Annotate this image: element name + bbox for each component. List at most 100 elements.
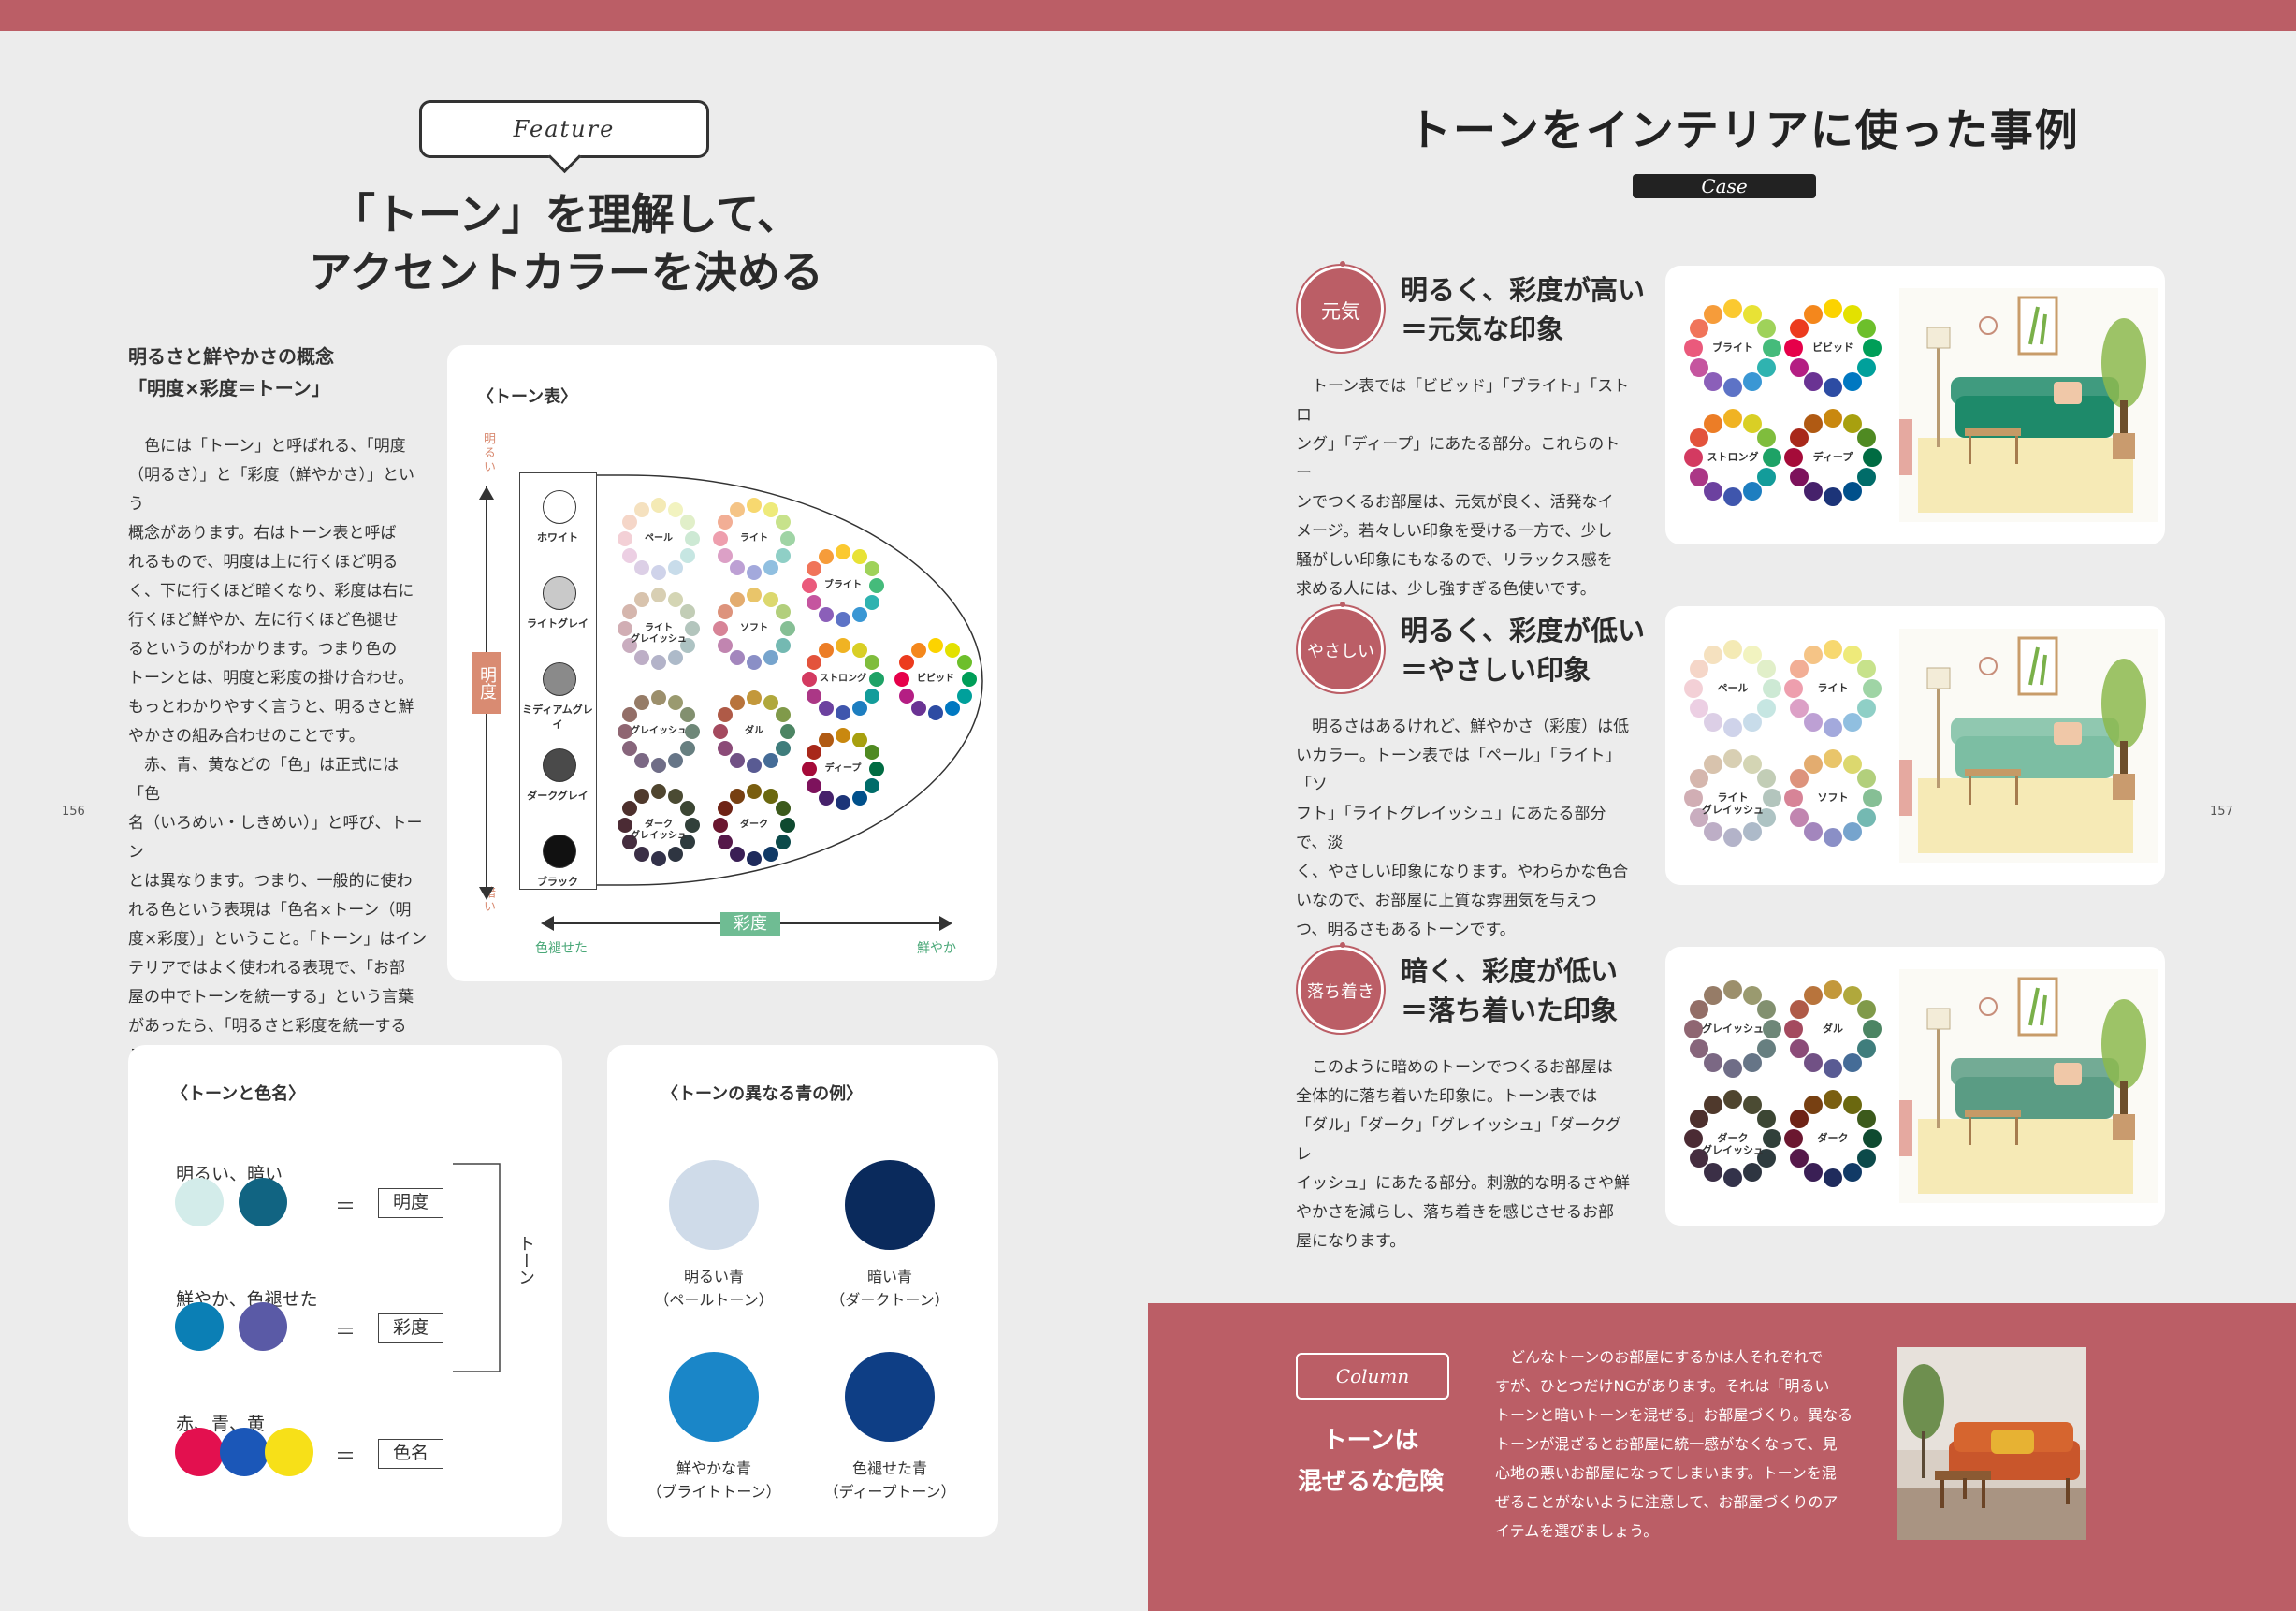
color-dot [1857, 1039, 1877, 1058]
color-dot [780, 724, 795, 739]
text-line: ぜることがないように注意して、お部屋づくりのア [1495, 1493, 1838, 1511]
color-dot [1743, 1095, 1762, 1114]
text-line: 行くほど鮮やか、左に行くほど色褪せ [128, 611, 399, 630]
color-dot [1789, 468, 1809, 486]
tone-wheel [1784, 749, 1882, 847]
text-line: トーンが混ざるとお部屋に統一感がなくなって、見 [1495, 1435, 1838, 1453]
color-dot [806, 778, 821, 793]
column-photo [1897, 1347, 2086, 1540]
wheel-label: ライト [1817, 682, 1849, 694]
color-dot [730, 560, 745, 576]
color-dot [836, 705, 850, 720]
color-dot [680, 638, 696, 653]
text-line: く、やさしい印象になります。やわらかな色合 [1296, 863, 1629, 881]
grey-swatch [543, 748, 576, 782]
wheel-label: ダーク グレイッシュ [631, 820, 687, 841]
wheel-label: ディープ [1812, 451, 1853, 463]
color-dot [1804, 304, 1823, 324]
color-dot [780, 818, 795, 833]
color-dot [634, 694, 649, 710]
color-dot [819, 732, 834, 747]
case-heading-line2: ＝やさしい印象 [1401, 654, 1591, 686]
color-dot [1784, 339, 1803, 357]
color-dot [776, 638, 792, 653]
color-dot [1863, 339, 1882, 357]
color-dot [1723, 487, 1742, 506]
blue-caption: 暗い青 （ダークトーン） [796, 1265, 983, 1312]
room-illustration [1899, 288, 2158, 522]
color-dot [898, 689, 914, 704]
blue-caption-line2: （ブライトトーン） [647, 1483, 781, 1501]
color-dot [651, 851, 666, 866]
text-line: （明るさ）」と「彩度（鮮やかさ）」という [128, 466, 414, 514]
color-dot [618, 531, 632, 546]
color-dot [1789, 428, 1809, 447]
color-dot [945, 701, 960, 717]
color-dot [1843, 304, 1862, 324]
color-dot [957, 689, 973, 704]
color-dot [1757, 1110, 1777, 1128]
text-line: れるもので、明度は上に行くほど明る [128, 553, 399, 572]
color-dot [1789, 808, 1809, 827]
color-dot [713, 531, 728, 546]
color-dot [1824, 1168, 1842, 1187]
color-dot [1804, 482, 1823, 501]
wheel-label: ソフト [1817, 791, 1849, 804]
case-body: トーン表では「ビビッド」「ブライト」「ストロ ング」「ディープ」にあたる部分。これ… [1296, 372, 1633, 604]
color-dot [717, 515, 733, 530]
wheel-label: ダル [745, 726, 763, 736]
text-line: いカラー。トーン表では「ペール」「ライト」「ソ [1296, 747, 1621, 794]
color-dot [618, 724, 632, 739]
color-dot [618, 818, 632, 833]
color-dot [1723, 299, 1742, 318]
color-dot [1784, 789, 1803, 807]
color-dot [1843, 754, 1862, 774]
page-number-right: 157 [2210, 805, 2233, 819]
color-dot [945, 642, 960, 658]
color-dot [776, 707, 792, 722]
color-dot [1684, 679, 1703, 698]
case-body: このように暗めのトーンでつくるお部屋は 全体的に落ち着いた印象に。トーン表では 「ダ… [1296, 1053, 1633, 1256]
color-dot [865, 655, 880, 670]
color-dot [763, 501, 778, 517]
color-dot [1843, 985, 1862, 1005]
text-line: ンでつくるお部屋は、元気が良く、活発なイ [1296, 493, 1614, 512]
color-dot [1824, 378, 1842, 397]
color-dot [730, 847, 745, 863]
mood-badge: やさしい [1298, 602, 1384, 692]
color-dot [651, 758, 666, 773]
color-dot [1743, 754, 1762, 774]
color-dot [1863, 1129, 1882, 1148]
color-dot [668, 560, 683, 576]
color-dot [1824, 980, 1842, 999]
blue-caption-line1: 鮮やかな青 [676, 1459, 751, 1477]
color-dot [1843, 822, 1862, 842]
color-dot [1857, 468, 1877, 486]
grey-swatch [543, 576, 576, 610]
tone-chart-title: 〈トーン表〉 [477, 387, 578, 407]
color-dot [1824, 749, 1842, 768]
text-line: 概念があります。右はトーン表と呼ば [128, 524, 397, 543]
color-dot [1704, 304, 1722, 324]
tone-wheel [1684, 299, 1781, 397]
color-dot [1723, 1168, 1742, 1187]
color-dot [634, 560, 649, 576]
color-dot [730, 591, 745, 607]
color-dot [1804, 1053, 1823, 1073]
color-dot [898, 655, 914, 670]
color-dot [1704, 372, 1722, 392]
color-dot [1743, 985, 1762, 1005]
color-dot [713, 818, 728, 833]
color-dot [852, 607, 867, 623]
color-dot [621, 707, 637, 722]
color-dot [819, 791, 834, 806]
color-dot [1757, 699, 1777, 718]
case-heading-line2: ＝落ち着いた印象 [1401, 994, 1619, 1026]
color-dot [865, 745, 880, 760]
case-body: 明るさはあるけれど、鮮やかさ（彩度）は低 いカラー。トーン表では「ペール」「ライト… [1296, 713, 1633, 945]
color-dot [621, 548, 637, 563]
color-dot [1843, 414, 1862, 433]
right-arrow-icon [939, 916, 952, 931]
blue-caption: 色褪せた青 （ディープトーン） [796, 1457, 983, 1503]
tone-wheel [1784, 409, 1882, 506]
